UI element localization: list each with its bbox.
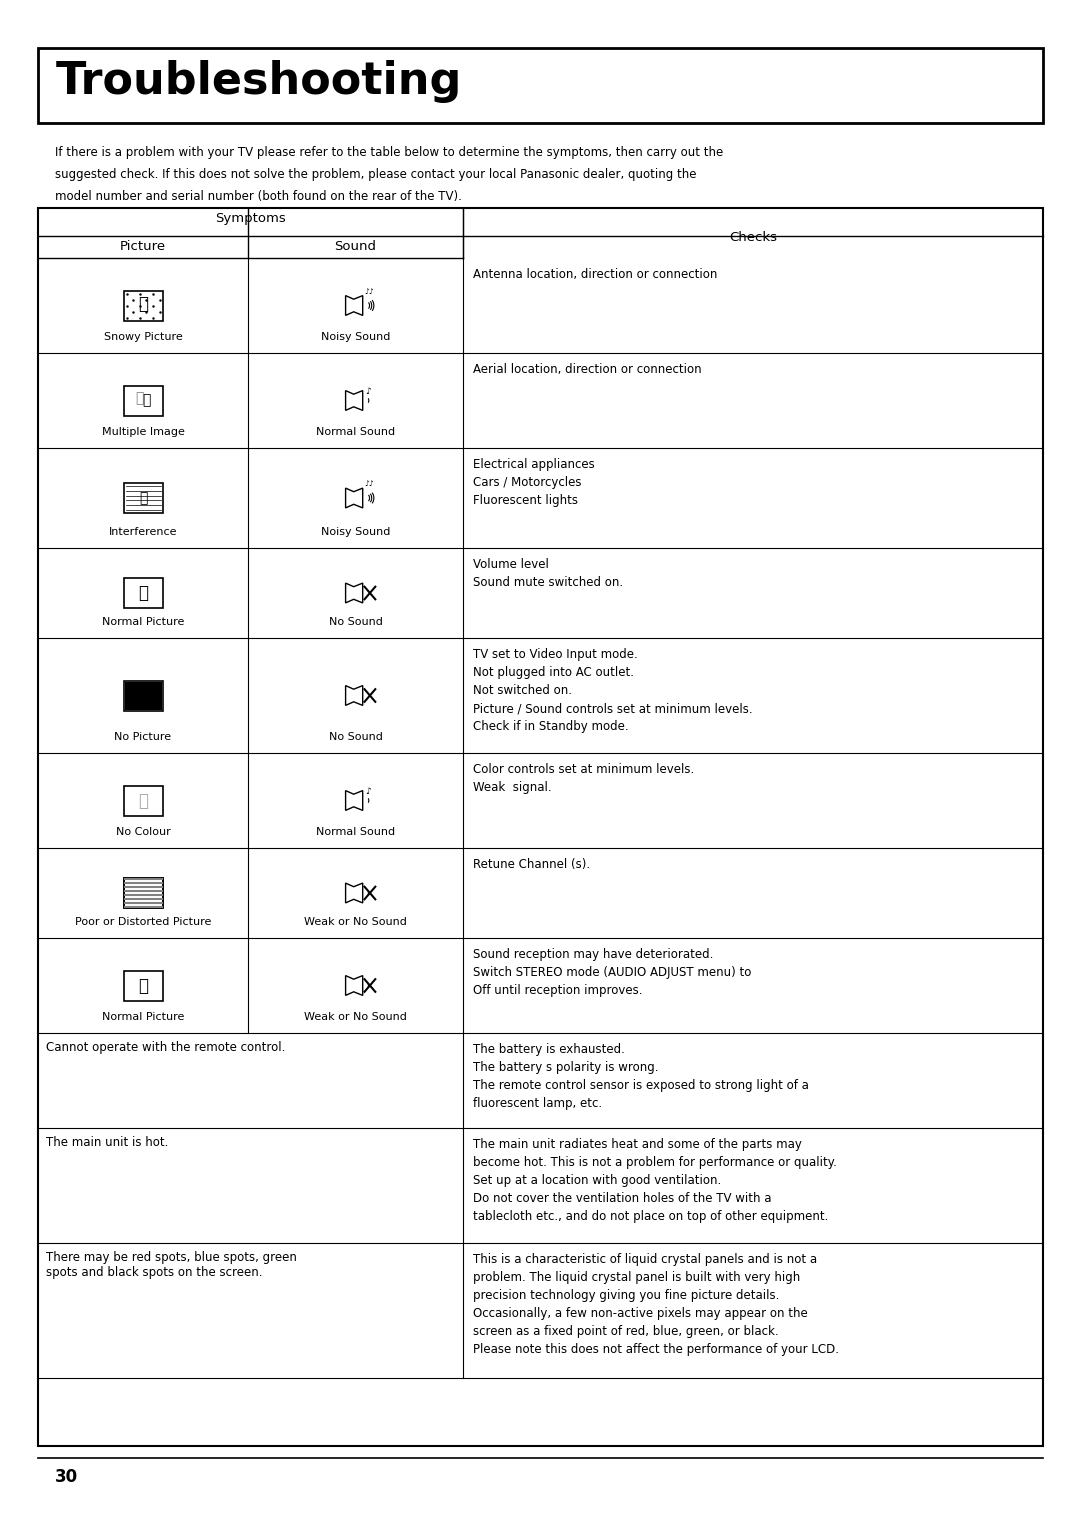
Bar [123,786,162,815]
Text: Check if in Standby mode.: Check if in Standby mode. [473,720,629,732]
Text: No Picture: No Picture [114,732,172,742]
Text: Snowy Picture: Snowy Picture [104,333,183,342]
Text: model number and serial number (both found on the rear of the TV).: model number and serial number (both fou… [55,191,462,203]
Text: problem. The liquid crystal panel is built with very high: problem. The liquid crystal panel is bui… [473,1271,800,1283]
Text: 🐧: 🐧 [138,977,148,995]
Text: Antenna location, direction or connection: Antenna location, direction or connectio… [473,269,717,281]
Text: Cannot operate with the remote control.: Cannot operate with the remote control. [46,1041,285,1054]
Text: Normal Sound: Normal Sound [316,827,395,836]
Text: The main unit is hot.: The main unit is hot. [46,1135,168,1149]
Text: 30: 30 [55,1468,78,1486]
Text: Troubleshooting: Troubleshooting [56,60,462,102]
Text: Normal Picture: Normal Picture [102,1012,185,1022]
Text: Sound mute switched on.: Sound mute switched on. [473,575,623,589]
Text: Switch STEREO mode (AUDIO ADJUST menu) to: Switch STEREO mode (AUDIO ADJUST menu) t… [473,966,752,980]
Bar [123,971,162,1001]
Text: 🐧: 🐧 [138,584,148,601]
Text: Color controls set at minimum levels.: Color controls set at minimum levels. [473,763,694,777]
Text: The battery s polarity is wrong.: The battery s polarity is wrong. [473,1061,659,1074]
Text: The main unit radiates heat and some of the parts may: The main unit radiates heat and some of … [473,1138,801,1151]
Text: tablecloth etc., and do not place on top of other equipment.: tablecloth etc., and do not place on top… [473,1210,828,1222]
Text: ♪♪: ♪♪ [365,479,375,488]
Bar [123,386,162,415]
Text: 🐧: 🐧 [138,792,148,809]
Text: Sound: Sound [335,240,377,253]
Text: Noisy Sound: Noisy Sound [321,526,390,537]
Text: 🐧: 🐧 [138,295,148,313]
Text: Cars / Motorcycles: Cars / Motorcycles [473,476,581,488]
Text: TV set to Video Input mode.: TV set to Video Input mode. [473,649,638,661]
Text: Noisy Sound: Noisy Sound [321,333,390,342]
Text: screen as a fixed point of red, blue, green, or black.: screen as a fixed point of red, blue, gr… [473,1325,779,1338]
Text: precision technology giving you fine picture details.: precision technology giving you fine pic… [473,1289,780,1302]
Text: suggested check. If this does not solve the problem, please contact your local P: suggested check. If this does not solve … [55,168,697,182]
Text: 🐧: 🐧 [139,491,147,505]
Text: No Colour: No Colour [116,827,171,836]
Bar [38,208,1043,1447]
Text: ♪: ♪ [365,388,372,397]
Bar [123,681,162,711]
Text: Normal Picture: Normal Picture [102,617,185,627]
Text: Please note this does not affect the performance of your LCD.: Please note this does not affect the per… [473,1343,839,1357]
Text: ♪♪: ♪♪ [365,287,375,296]
Text: 🐧: 🐧 [141,394,150,407]
Bar [123,578,162,607]
Text: Weak  signal.: Weak signal. [473,781,552,794]
Bar [123,290,162,320]
Text: The battery is exhausted.: The battery is exhausted. [473,1042,625,1056]
Text: Not switched on.: Not switched on. [473,684,572,697]
Text: The remote control sensor is exposed to strong light of a: The remote control sensor is exposed to … [473,1079,809,1093]
Text: Weak or No Sound: Weak or No Sound [305,1012,407,1022]
Text: There may be red spots, blue spots, green
spots and black spots on the screen.: There may be red spots, blue spots, gree… [46,1251,297,1279]
Bar [123,877,162,908]
Text: If there is a problem with your TV please refer to the table below to determine : If there is a problem with your TV pleas… [55,146,724,159]
Text: Do not cover the ventilation holes of the TV with a: Do not cover the ventilation holes of th… [473,1192,771,1206]
Text: Volume level: Volume level [473,559,549,571]
Text: Picture: Picture [120,240,166,253]
Text: fluorescent lamp, etc.: fluorescent lamp, etc. [473,1097,603,1109]
Bar [123,484,162,513]
Text: Retune Channel (s).: Retune Channel (s). [473,858,590,871]
Text: Fluorescent lights: Fluorescent lights [473,494,578,507]
Text: Weak or No Sound: Weak or No Sound [305,917,407,926]
Text: Poor or Distorted Picture: Poor or Distorted Picture [75,917,212,926]
Text: ♪: ♪ [365,787,372,797]
Bar [123,877,162,908]
Text: Set up at a location with good ventilation.: Set up at a location with good ventilati… [473,1173,721,1187]
Text: Sound reception may have deteriorated.: Sound reception may have deteriorated. [473,948,714,961]
Text: Aerial location, direction or connection: Aerial location, direction or connection [473,363,702,375]
Text: become hot. This is not a problem for performance or quality.: become hot. This is not a problem for pe… [473,1157,837,1169]
Bar [38,47,1043,124]
Text: No Sound: No Sound [328,617,382,627]
Text: Electrical appliances: Electrical appliances [473,458,595,472]
Text: Symptoms: Symptoms [215,212,286,224]
Text: Interference: Interference [109,526,177,537]
Text: Off until reception improves.: Off until reception improves. [473,984,643,996]
Text: Not plugged into AC outlet.: Not plugged into AC outlet. [473,665,634,679]
Text: 🐧: 🐧 [135,392,144,406]
Bar [124,682,162,710]
Text: Checks: Checks [729,230,777,244]
Text: This is a characteristic of liquid crystal panels and is not a: This is a characteristic of liquid cryst… [473,1253,818,1267]
Text: Occasionally, a few non-active pixels may appear on the: Occasionally, a few non-active pixels ma… [473,1306,808,1320]
Text: Multiple Image: Multiple Image [102,427,185,436]
Text: Picture / Sound controls set at minimum levels.: Picture / Sound controls set at minimum … [473,702,753,716]
Text: Normal Sound: Normal Sound [316,427,395,436]
Text: No Sound: No Sound [328,732,382,742]
